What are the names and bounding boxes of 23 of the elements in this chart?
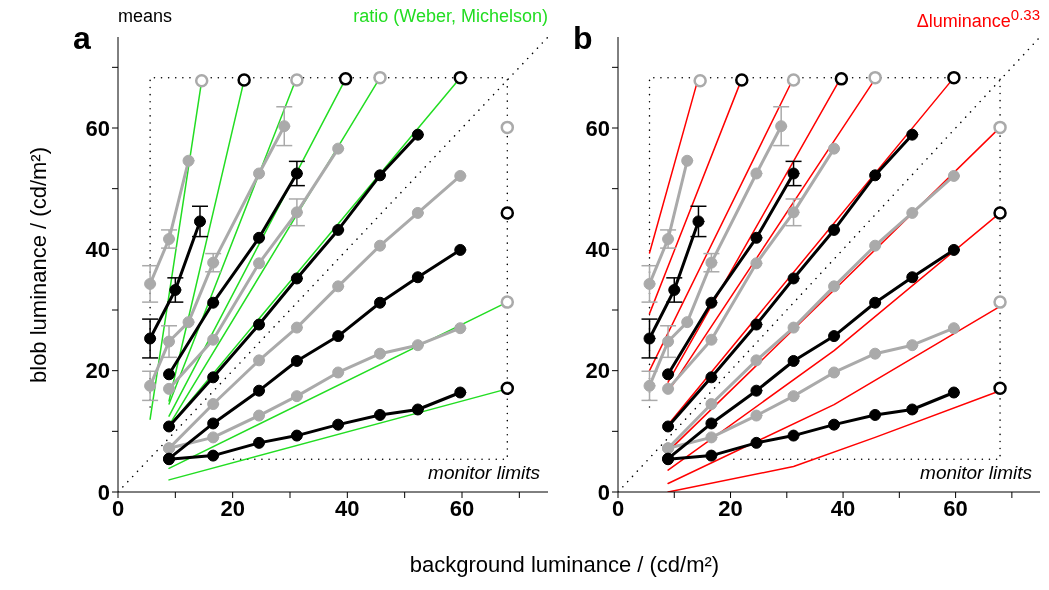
x-tick-label: 20 (718, 495, 743, 521)
y-tick-label: 0 (597, 479, 610, 505)
text: Δluminance$^{0.33}$ (916, 6, 1040, 32)
chart-subtitle: means (118, 6, 173, 27)
y-tick-label: 40 (85, 237, 110, 263)
x-tick-label: 60 (449, 495, 475, 521)
annotation: monitor limits (428, 462, 540, 484)
y-tick-label: 20 (585, 358, 610, 384)
y-tick-label: 0 (97, 479, 110, 505)
chart-title: b (573, 20, 593, 57)
text: ratio (Weber, Michelson) (353, 6, 548, 27)
x-tick-label: 60 (943, 495, 968, 521)
x-axis-title: background luminance / (cd/m²) (408, 552, 721, 578)
y-tick-label: 40 (585, 237, 610, 263)
chart-title: a (73, 20, 91, 57)
x-tick-label: 40 (335, 495, 360, 521)
x-tick-label: 40 (830, 495, 856, 521)
y-axis-title: blob luminance / (cd/m²) (26, 146, 52, 383)
y-tick-label: 20 (85, 358, 110, 384)
x-tick-label: 20 (220, 495, 245, 521)
y-tick-label: 60 (85, 115, 110, 141)
annotation: monitor limits (920, 462, 1032, 484)
y-tick-label: 60 (585, 115, 610, 141)
